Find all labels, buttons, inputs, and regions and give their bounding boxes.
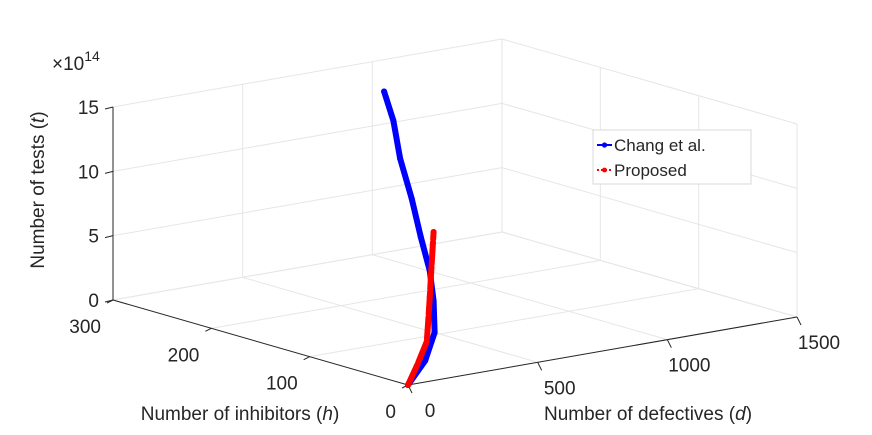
y-axis-label: Number of inhibitors (h) — [141, 404, 340, 425]
data-point — [397, 155, 404, 162]
z-tick-mark — [104, 235, 114, 239]
z-tick-label: 10 — [78, 162, 99, 183]
data-point — [431, 329, 438, 336]
y-tick-label: 100 — [266, 374, 298, 395]
z-tick-label: 5 — [88, 227, 99, 248]
grid-line — [112, 38, 503, 108]
x-axis-label: Number of defectives (d) — [544, 404, 752, 425]
z-tick-label: 0 — [88, 291, 99, 312]
x-tick-mark — [537, 362, 543, 371]
data-point — [422, 357, 429, 364]
x-tick-mark — [796, 316, 802, 326]
grid-line — [112, 167, 503, 237]
z-tick-mark — [104, 106, 114, 110]
data-point — [429, 247, 436, 254]
data-point — [408, 195, 415, 202]
data-point — [426, 293, 433, 300]
x-tick-label: 1500 — [798, 333, 840, 354]
grid-line — [242, 276, 538, 363]
data-point — [381, 88, 388, 95]
z-tick-mark — [104, 170, 114, 174]
data-point — [428, 270, 435, 277]
legend-marker-chang — [601, 142, 608, 148]
z-tick-label: 15 — [78, 98, 99, 119]
x-tick-mark — [666, 339, 672, 348]
legend-marker-proposed — [602, 167, 607, 173]
data-point — [430, 229, 437, 235]
tick-labels: 0 500 1000 1500 0 100 200 300 0 5 10 15 — [69, 98, 840, 423]
y-tick-mark — [205, 327, 212, 332]
z-axis-label: Number of tests (t) — [28, 111, 49, 268]
series-lines — [381, 88, 438, 388]
data-point — [417, 233, 424, 240]
axes — [104, 106, 802, 394]
x-axis-line — [407, 316, 798, 386]
grid-line — [309, 288, 699, 358]
z-tick-mark — [104, 299, 114, 303]
grid-line — [501, 38, 798, 125]
series-chang-line — [381, 88, 438, 388]
grid-line — [501, 231, 798, 318]
data-point — [390, 117, 397, 124]
legend-label-chang: Chang et al. — [614, 136, 706, 155]
x-tick-label: 1000 — [668, 356, 710, 377]
legend: Chang et al. Proposed — [592, 129, 752, 185]
data-point — [405, 382, 411, 388]
grid-line — [501, 167, 798, 254]
grid-line — [112, 231, 503, 301]
data-point — [423, 338, 430, 345]
y-tick-label: 200 — [168, 345, 200, 366]
grid-line — [372, 254, 668, 341]
grid — [112, 38, 798, 386]
grid-line — [112, 102, 503, 172]
x-tick-label: 500 — [544, 378, 576, 399]
data-point — [425, 315, 432, 322]
y-tick-label: 0 — [385, 402, 396, 423]
data-point — [414, 361, 421, 368]
x-tick-label: 0 — [425, 401, 436, 422]
y-tick-label: 300 — [69, 317, 101, 338]
y-axis-line — [112, 299, 409, 386]
series-proposed-line — [405, 229, 437, 388]
z-axis-multiplier: ×1014 — [52, 48, 100, 75]
legend-label-proposed: Proposed — [614, 161, 687, 180]
y-tick-mark — [303, 356, 310, 361]
legend-box — [592, 129, 752, 185]
grid-line — [211, 259, 601, 329]
